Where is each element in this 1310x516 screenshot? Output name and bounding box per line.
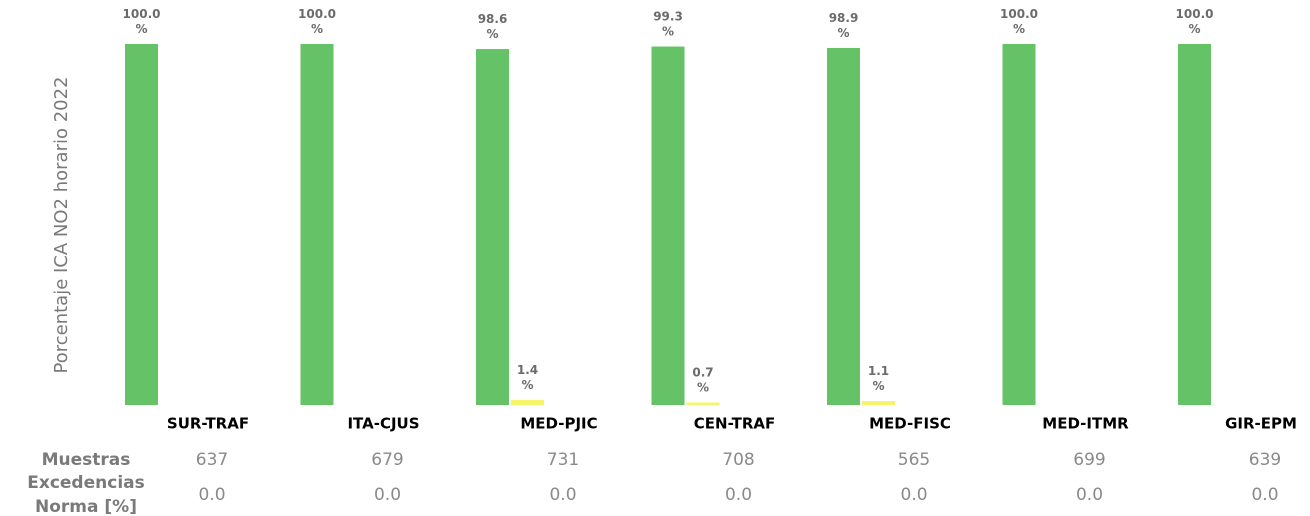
bar bbox=[827, 47, 860, 405]
row-header-line: Norma [%] bbox=[35, 497, 137, 516]
data-label-line: 98.6 bbox=[478, 12, 508, 26]
data-label-line: % bbox=[1188, 22, 1200, 36]
table-cell: 0.0 bbox=[725, 485, 752, 505]
data-label-line: % bbox=[521, 377, 533, 391]
data-label: 1.4% bbox=[517, 362, 538, 391]
bar bbox=[125, 44, 158, 405]
data-label-line: 100.0 bbox=[1176, 7, 1214, 21]
data-label: 100.0% bbox=[123, 7, 161, 36]
table-cell: 699 bbox=[1073, 450, 1105, 470]
data-label-line: 1.1 bbox=[868, 364, 889, 378]
bar bbox=[511, 399, 544, 405]
data-label-line: % bbox=[486, 27, 498, 41]
table-cell: 0.0 bbox=[1251, 485, 1278, 505]
x-tick-label: SUR-TRAF bbox=[167, 415, 249, 433]
table-cell: 0.0 bbox=[198, 485, 225, 505]
data-label-line: % bbox=[697, 380, 709, 394]
table-cell: 637 bbox=[196, 450, 228, 470]
data-label-line: % bbox=[662, 24, 674, 38]
x-tick-label: MED-PJIC bbox=[520, 415, 597, 433]
bar bbox=[476, 49, 509, 405]
data-label: 0.7% bbox=[692, 365, 713, 394]
data-label: 98.6% bbox=[478, 12, 508, 41]
bar bbox=[1002, 44, 1036, 405]
row-header: Excedencias Norma [%] bbox=[27, 473, 144, 516]
data-label-line: 99.3 bbox=[653, 9, 683, 23]
data-label-line: 100.0 bbox=[123, 7, 161, 21]
table-cell: 708 bbox=[722, 450, 754, 470]
data-label-line: % bbox=[837, 25, 849, 39]
table-cell: 731 bbox=[547, 450, 579, 470]
x-tick-label: MED-FISC bbox=[869, 415, 951, 433]
table-cell: 0.0 bbox=[549, 485, 576, 505]
data-label-line: % bbox=[1013, 22, 1025, 36]
table-cell: 0.0 bbox=[900, 485, 927, 505]
table-cell: 0.0 bbox=[1076, 485, 1103, 505]
data-label-line: 1.4 bbox=[517, 362, 538, 376]
data-label: 100.0% bbox=[298, 7, 336, 36]
data-label-line: 100.0 bbox=[1000, 7, 1038, 21]
bar bbox=[1178, 44, 1211, 405]
table-cell: 0.0 bbox=[374, 485, 401, 505]
x-tick-label: CEN-TRAF bbox=[694, 415, 775, 433]
table-cell: 679 bbox=[371, 450, 403, 470]
data-label-line: 98.9 bbox=[829, 10, 859, 24]
data-label: 100.0% bbox=[1176, 7, 1214, 36]
bar bbox=[686, 402, 720, 405]
data-label-line: 100.0 bbox=[298, 7, 336, 21]
row-header-line: Excedencias bbox=[27, 473, 144, 493]
x-tick-label: ITA-CJUS bbox=[347, 415, 419, 433]
data-label: 1.1% bbox=[868, 364, 889, 393]
data-label-line: % bbox=[311, 22, 323, 36]
data-label: 99.3% bbox=[653, 9, 683, 38]
data-label: 100.0% bbox=[1000, 7, 1038, 36]
table-cell: 565 bbox=[898, 450, 930, 470]
y-axis-label: Porcentaje ICA NO2 horario 2022 bbox=[51, 76, 72, 373]
x-tick-label: GIR-EPM bbox=[1225, 415, 1297, 433]
bar bbox=[300, 44, 334, 405]
table-cell: 639 bbox=[1249, 450, 1281, 470]
data-label-line: 0.7 bbox=[692, 365, 713, 379]
data-label-line: % bbox=[872, 379, 884, 393]
data-label: 98.9% bbox=[829, 10, 859, 39]
x-tick-label: MED-ITMR bbox=[1042, 415, 1129, 433]
bar bbox=[651, 46, 685, 405]
row-header: Muestras bbox=[42, 450, 131, 470]
data-label-line: % bbox=[135, 22, 147, 36]
bar bbox=[862, 401, 895, 405]
